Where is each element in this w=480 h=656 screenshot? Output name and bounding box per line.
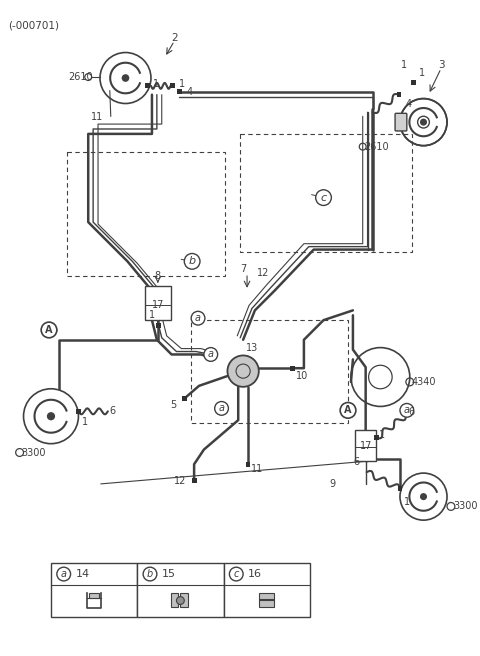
Text: c: c	[234, 569, 239, 579]
Bar	[170, 83, 175, 89]
Circle shape	[340, 403, 356, 418]
Bar	[170, 592, 179, 607]
Text: 6: 6	[354, 457, 360, 467]
Bar	[89, 592, 99, 598]
Text: 7: 7	[240, 264, 246, 274]
Text: 9: 9	[329, 479, 335, 489]
Text: 17: 17	[152, 300, 164, 310]
Text: 4: 4	[406, 100, 412, 110]
Text: 6: 6	[409, 407, 415, 417]
Text: 2: 2	[171, 33, 178, 43]
Text: 1: 1	[401, 60, 407, 70]
Circle shape	[316, 190, 331, 205]
Text: b: b	[189, 256, 196, 266]
Text: 1: 1	[149, 310, 155, 320]
FancyBboxPatch shape	[395, 113, 407, 131]
Text: 2610: 2610	[69, 72, 93, 82]
Text: (-000701): (-000701)	[8, 20, 59, 30]
Bar	[177, 89, 182, 94]
Text: 17: 17	[360, 441, 372, 451]
Bar	[224, 564, 310, 617]
Text: A: A	[45, 325, 53, 335]
Text: 1: 1	[379, 430, 385, 440]
Text: 12: 12	[174, 476, 186, 486]
Bar	[137, 564, 224, 617]
Circle shape	[229, 567, 243, 581]
Bar	[246, 462, 251, 466]
Text: 12: 12	[257, 268, 269, 278]
Bar	[240, 134, 412, 251]
Bar	[144, 83, 149, 89]
Bar	[355, 430, 376, 461]
Text: a: a	[218, 403, 225, 413]
Bar	[192, 478, 196, 483]
Text: 8: 8	[155, 271, 161, 281]
Text: 13: 13	[246, 342, 258, 353]
Circle shape	[420, 119, 427, 126]
Text: a: a	[404, 405, 410, 415]
Circle shape	[121, 74, 129, 82]
Bar	[397, 486, 402, 491]
Text: 16: 16	[248, 569, 262, 579]
Text: 4: 4	[186, 87, 192, 96]
Text: a: a	[208, 350, 214, 359]
Text: 1: 1	[404, 497, 410, 506]
Circle shape	[57, 567, 71, 581]
Circle shape	[184, 253, 200, 269]
Bar	[51, 564, 137, 617]
Bar	[396, 92, 401, 97]
Bar	[374, 436, 379, 440]
Text: 11: 11	[251, 464, 263, 474]
Text: 3300: 3300	[22, 447, 46, 457]
Bar	[290, 366, 295, 371]
Text: 10: 10	[296, 371, 308, 381]
Text: 1: 1	[419, 68, 425, 78]
Text: 1: 1	[153, 79, 159, 89]
Circle shape	[143, 567, 157, 581]
Text: 3300: 3300	[453, 501, 478, 512]
Text: a: a	[61, 569, 67, 579]
Circle shape	[177, 596, 184, 604]
Text: 1: 1	[180, 79, 186, 89]
Text: 5: 5	[170, 400, 177, 411]
Text: a: a	[195, 313, 201, 323]
Text: A: A	[344, 405, 352, 415]
Bar	[145, 286, 170, 320]
Bar	[182, 396, 187, 401]
Bar	[67, 152, 226, 276]
Circle shape	[215, 401, 228, 415]
Bar	[180, 592, 188, 607]
Text: 1: 1	[83, 417, 88, 427]
Circle shape	[41, 322, 57, 338]
Bar	[191, 320, 348, 423]
Bar	[156, 323, 161, 327]
Circle shape	[204, 348, 217, 361]
Text: b: b	[147, 569, 153, 579]
Text: 3: 3	[438, 60, 445, 70]
Text: 15: 15	[162, 569, 176, 579]
Text: 4340: 4340	[412, 377, 436, 387]
Bar	[259, 592, 275, 607]
Circle shape	[400, 403, 414, 417]
Text: c: c	[321, 193, 326, 203]
Circle shape	[420, 493, 427, 500]
Text: 14: 14	[75, 569, 90, 579]
Text: 6: 6	[110, 406, 116, 417]
Circle shape	[191, 312, 205, 325]
Bar	[411, 81, 416, 85]
Bar	[76, 409, 81, 414]
Circle shape	[47, 412, 55, 420]
Text: 2610: 2610	[365, 142, 389, 152]
Text: 11: 11	[91, 112, 103, 122]
Circle shape	[228, 356, 259, 387]
